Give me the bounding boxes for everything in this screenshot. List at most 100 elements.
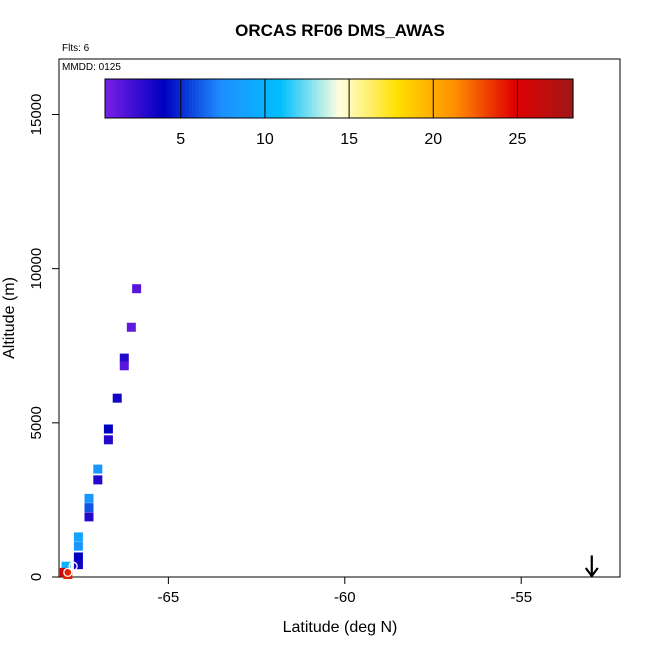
colorbar-segment [352, 79, 357, 118]
colorbar-segment [195, 79, 200, 118]
data-point [73, 552, 83, 562]
colorbar-segment [519, 79, 524, 118]
colorbar-segment [339, 79, 343, 118]
data-point [84, 503, 94, 513]
colorbar-segment [198, 79, 203, 118]
end-arrow [584, 555, 599, 578]
colorbar-segment [171, 79, 176, 118]
data-circles [63, 561, 78, 578]
colorbar-segment [365, 79, 370, 118]
colorbar-segment [415, 79, 420, 118]
flights-annotation: Flts: 6 [62, 43, 90, 54]
colorbar-segment [486, 79, 491, 118]
x-tick-label: -55 [510, 589, 532, 606]
colorbar-segment [315, 79, 320, 118]
colorbar-segment [111, 79, 116, 118]
data-point [119, 361, 129, 371]
data-circle [63, 567, 73, 578]
colorbar-segment [272, 79, 277, 118]
colorbar-segment [268, 79, 273, 118]
colorbar-segment [215, 79, 220, 118]
colorbar-segment [125, 79, 129, 118]
colorbar-segment [479, 79, 484, 118]
colorbar-segment [375, 79, 380, 118]
colorbar-segment [335, 79, 340, 118]
x-tick-label: -65 [158, 589, 180, 606]
colorbar-segment [218, 79, 223, 118]
data-point [73, 532, 83, 542]
colorbar-segment [509, 79, 514, 118]
colorbar-segment [422, 79, 427, 118]
colorbar-segment [482, 79, 487, 118]
data-point [112, 393, 122, 403]
colorbar-segment [369, 79, 374, 118]
colorbar-segment [108, 79, 113, 118]
colorbar-segment [379, 79, 384, 118]
colorbar-segment [532, 79, 537, 118]
plot-frame [58, 58, 621, 578]
colorbar-segment [569, 79, 574, 118]
colorbar-segment [128, 79, 133, 118]
colorbar-segment [151, 79, 156, 118]
colorbar-segment [191, 79, 196, 118]
colorbar-segment [359, 79, 363, 118]
colorbar-segment [238, 79, 243, 118]
colorbar-segment [432, 79, 437, 118]
data-point [93, 475, 103, 485]
colorbar-segment [499, 79, 504, 118]
colorbar-segment [522, 79, 527, 118]
data-point [73, 560, 83, 570]
colorbar-segment [412, 79, 417, 118]
colorbar-segment [562, 79, 567, 118]
data-point [126, 322, 136, 332]
data-point [119, 353, 129, 363]
data-point [61, 561, 71, 571]
colorbar-segment [409, 79, 414, 118]
colorbar-segment [529, 79, 534, 118]
colorbar-segment [252, 79, 257, 118]
data-point [103, 424, 113, 434]
colorbar-segment [419, 79, 424, 118]
colorbar-segment [392, 79, 397, 118]
data-circle [68, 561, 78, 571]
colorbar-segment [456, 79, 460, 118]
colorbar-segment [312, 79, 317, 118]
colorbar-tick-label: 20 [424, 131, 442, 148]
colorbar-segment [385, 79, 390, 118]
colorbar-tick-label: 25 [509, 131, 527, 148]
arrow-head [584, 567, 599, 578]
colorbar-segment [222, 79, 226, 118]
colorbar-segment [105, 79, 109, 118]
data-point [84, 512, 94, 522]
colorbar-segment [302, 79, 307, 118]
colorbar-segment [248, 79, 253, 118]
colorbar-segment [342, 79, 347, 118]
colorbar-segment [285, 79, 290, 118]
colorbar-segment [262, 79, 267, 118]
colorbar-segment [402, 79, 407, 118]
colorbar-segment [185, 79, 190, 118]
colorbar-segment [472, 79, 477, 118]
colorbar-segment [148, 79, 153, 118]
colorbar-segment [552, 79, 557, 118]
colorbar-segment [168, 79, 173, 118]
colorbar-segment [308, 79, 313, 118]
colorbar-segment [439, 79, 444, 118]
colorbar-segment [245, 79, 250, 118]
colorbar-segment [395, 79, 400, 118]
colorbar-segment [506, 79, 511, 118]
colorbar-segment [265, 79, 270, 118]
colorbar-segment [362, 79, 367, 118]
y-tick-label: 15000 [28, 94, 45, 136]
colorbar-segment [175, 79, 180, 118]
colorbar-segment [462, 79, 467, 118]
y-tick-label: 5000 [28, 406, 45, 439]
colorbar-segment [496, 79, 501, 118]
colorbar-segment [435, 79, 440, 118]
colorbar-segment [526, 79, 531, 118]
colorbar-segment [288, 79, 293, 118]
colorbar-segment [382, 79, 387, 118]
colorbar-segment [546, 79, 551, 118]
colorbar-segment [502, 79, 507, 118]
